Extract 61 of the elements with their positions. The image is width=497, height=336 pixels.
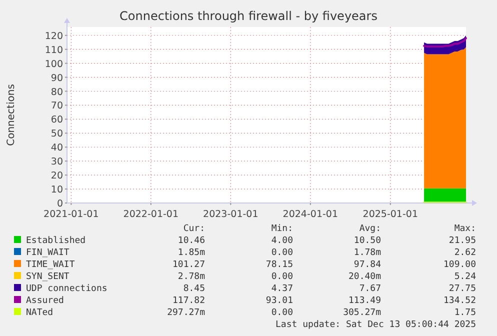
x-tick-label: 2023-01-01 [203,209,258,220]
text: 113.49 [348,296,381,306]
text: Max: [454,224,476,234]
text: 4.00 [271,236,293,246]
text: 10.50 [354,236,381,246]
text: 97.84 [354,260,381,270]
text: 134.52 [443,296,476,306]
y-tick-label: 0 [56,198,63,210]
x-tick-label: 2022-01-01 [123,209,179,220]
y-tick-label: 30 [50,156,63,168]
text: 10.46 [178,236,205,246]
x-tick-label: 2025-01-01 [362,209,418,220]
text: 117.82 [172,296,205,306]
legend-label: UDP connections [26,284,108,294]
text: 93.01 [266,296,293,306]
y-tick-label: 90 [50,72,63,84]
line-series [423,37,467,48]
y-tick-label: 60 [50,114,63,126]
text: Min: [271,224,293,234]
legend-label: FIN_WAIT [26,248,70,258]
text: 101.27 [172,260,205,270]
y-tick-label: 110 [44,44,63,56]
text: 1.75 [454,308,476,318]
text: 1.78m [354,248,381,258]
text: 21.95 [448,236,476,246]
text: 27.75 [448,284,476,294]
y-tick-label: 70 [50,100,63,112]
legend-label: SYN_SENT [26,272,70,282]
text: Cur: [183,224,205,234]
legend-label: Established [26,236,86,246]
text: 5.24 [454,272,476,282]
text: 297.27m [167,308,205,318]
text: 20.40m [348,272,381,282]
text: 2.62 [454,248,476,258]
y-tick-label: 50 [50,128,63,140]
text: 305.27m [343,308,381,318]
text: Avg: [359,224,381,234]
text: 4.37 [271,284,293,294]
text: Last update: Sat Dec 13 05:00:44 2025 [276,320,476,330]
text: 1.85m [178,248,205,258]
y-tick-label: 100 [44,58,63,70]
text: 78.15 [266,260,293,270]
legend-label: NATed [26,308,54,318]
text: 8.45 [183,284,205,294]
legend-label: Assured [26,296,64,306]
text: 0.00 [271,272,293,282]
legend-label: TIME_WAIT [26,260,76,270]
text: 109.00 [443,260,476,270]
text: 7.67 [359,284,381,294]
text: 0.00 [271,308,293,318]
text: 0.00 [271,248,293,258]
x-tick-label: 2024-01-01 [282,209,338,220]
y-tick-label: 80 [50,86,63,98]
y-tick-label: 120 [44,30,63,42]
y-tick-label: 10 [50,184,63,196]
y-tick-label: 20 [50,170,63,182]
y-tick-label: 40 [50,142,63,154]
chart-title: Connections through firewall - by fiveyears [120,9,378,23]
text: 2.78m [178,272,205,282]
x-tick-label: 2021-01-01 [44,209,99,220]
y-axis-title: Connections [6,84,17,146]
